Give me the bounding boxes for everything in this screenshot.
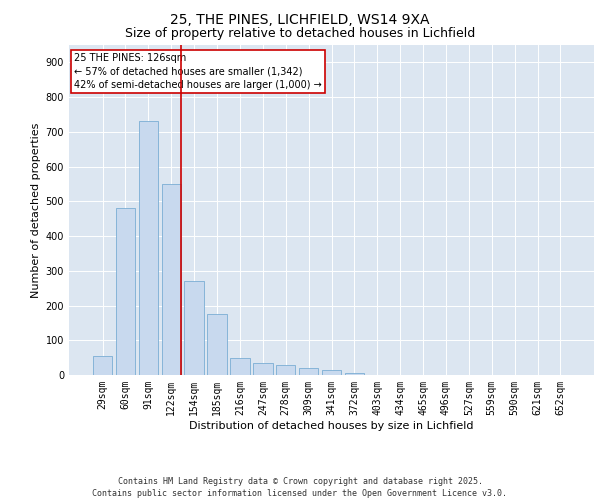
Bar (116, 208, 135, 375)
Bar (139, 122, 158, 375)
Text: Contains HM Land Registry data © Crown copyright and database right 2025.
Contai: Contains HM Land Registry data © Crown c… (92, 476, 508, 498)
Bar (230, 358, 250, 375)
Bar (276, 364, 295, 375)
Bar (322, 370, 341, 375)
Bar (253, 363, 272, 375)
X-axis label: Distribution of detached houses by size in Lichfield: Distribution of detached houses by size … (189, 420, 474, 430)
Text: Size of property relative to detached houses in Lichfield: Size of property relative to detached ho… (125, 28, 475, 40)
Bar (208, 314, 227, 375)
Bar (344, 374, 364, 375)
Bar (161, 184, 181, 375)
Bar (184, 281, 204, 375)
Bar (299, 368, 319, 375)
Text: 25, THE PINES, LICHFIELD, WS14 9XA: 25, THE PINES, LICHFIELD, WS14 9XA (170, 12, 430, 26)
Y-axis label: Number of detached properties: Number of detached properties (31, 122, 41, 298)
Text: 25 THE PINES: 126sqm
← 57% of detached houses are smaller (1,342)
42% of semi-de: 25 THE PINES: 126sqm ← 57% of detached h… (74, 53, 322, 90)
Bar (93, 356, 112, 375)
